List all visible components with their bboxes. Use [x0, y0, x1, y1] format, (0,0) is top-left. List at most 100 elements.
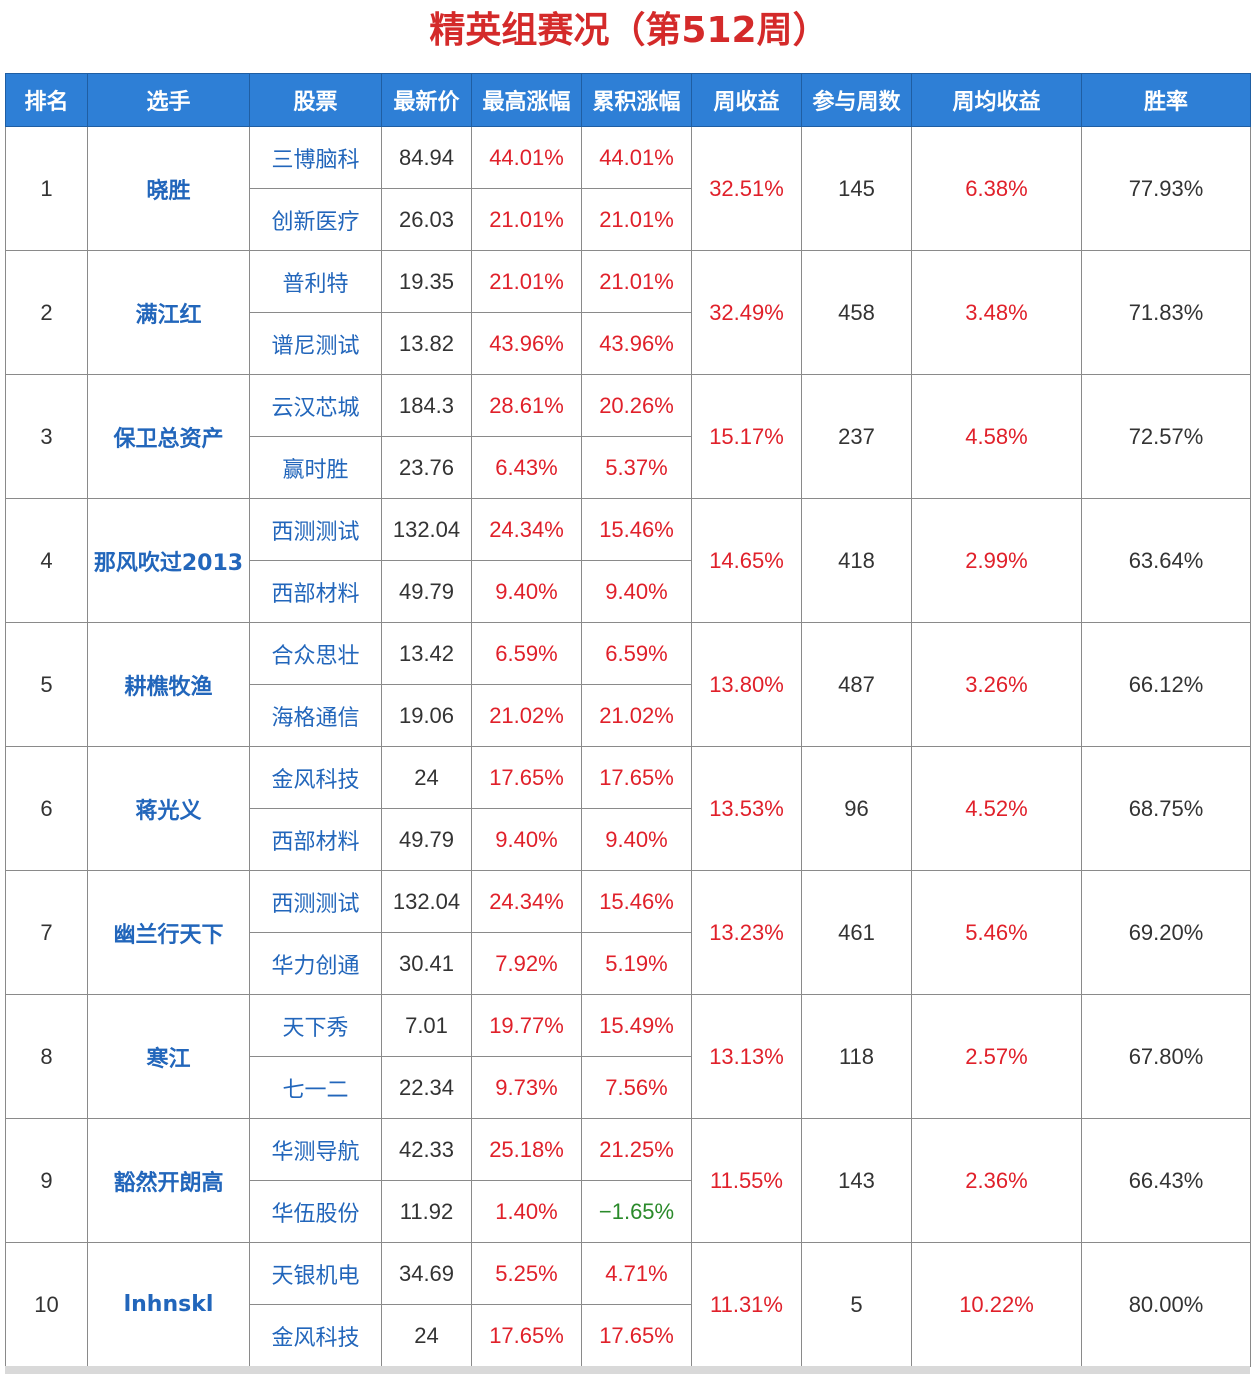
stock-link[interactable]: 西测测试: [249, 870, 382, 933]
stock-link[interactable]: 华测导航: [249, 1118, 382, 1181]
win-rate-cell: 77.93%: [1081, 126, 1251, 251]
avg-return-cell: 2.57%: [911, 994, 1082, 1119]
stock-link[interactable]: 华力创通: [249, 932, 382, 995]
avg-return-cell: 2.99%: [911, 498, 1082, 623]
price-cell: 26.03: [381, 188, 472, 251]
table-row: 2 满江红 普利特 19.35 21.01% 21.01% 32.49% 458 3.48% 71…: [5, 250, 1251, 375]
cum-gain-cell: 21.02%: [581, 684, 692, 747]
player-link[interactable]: 那风吹过2013: [87, 498, 250, 623]
price-cell: 11.92: [381, 1180, 472, 1243]
player-link[interactable]: 蒋光义: [87, 746, 250, 871]
cum-gain-cell: 15.46%: [581, 870, 692, 933]
header-rank[interactable]: 排名: [5, 73, 88, 127]
table-row: 西部材料 49.79 9.40% 9.40%: [6, 808, 1251, 871]
max-gain-cell: 9.73%: [471, 1056, 582, 1119]
stock-link[interactable]: 天下秀: [249, 994, 382, 1057]
price-cell: 42.33: [381, 1118, 472, 1181]
rank-cell: 7: [5, 870, 88, 995]
max-gain-cell: 24.34%: [471, 870, 582, 933]
cum-gain-cell: 44.01%: [581, 126, 692, 189]
max-gain-cell: 43.96%: [471, 312, 582, 375]
rank-cell: 3: [5, 374, 88, 499]
header-stock[interactable]: 股票: [249, 73, 382, 127]
weeks-cell: 5: [801, 1242, 912, 1367]
header-price[interactable]: 最新价: [381, 73, 472, 127]
stock-link[interactable]: 西部材料: [249, 560, 382, 623]
weeks-cell: 487: [801, 622, 912, 747]
stock-link[interactable]: 普利特: [249, 250, 382, 313]
price-cell: 30.41: [381, 932, 472, 995]
header-weekly-return[interactable]: 周收益: [691, 73, 802, 127]
player-link[interactable]: 保卫总资产: [87, 374, 250, 499]
player-link[interactable]: 幽兰行天下: [87, 870, 250, 995]
avg-return-cell: 4.58%: [911, 374, 1082, 499]
stock-link[interactable]: 云汉芯城: [249, 374, 382, 437]
bottom-scroll-bar[interactable]: [5, 1366, 1250, 1374]
max-gain-cell: 28.61%: [471, 374, 582, 437]
max-gain-cell: 6.43%: [471, 436, 582, 499]
weekly-return-cell: 11.31%: [691, 1242, 802, 1367]
rank-cell: 1: [5, 126, 88, 251]
player-link[interactable]: 耕樵牧渔: [87, 622, 250, 747]
stock-link[interactable]: 华伍股份: [249, 1180, 382, 1243]
header-cum-gain[interactable]: 累积涨幅: [581, 73, 692, 127]
header-win-rate[interactable]: 胜率: [1081, 73, 1251, 127]
cum-gain-cell: 17.65%: [581, 746, 692, 809]
weekly-return-cell: 13.80%: [691, 622, 802, 747]
win-rate-cell: 72.57%: [1081, 374, 1251, 499]
cum-gain-cell: 21.25%: [581, 1118, 692, 1181]
avg-return-cell: 5.46%: [911, 870, 1082, 995]
cum-gain-cell: 7.56%: [581, 1056, 692, 1119]
max-gain-cell: 25.18%: [471, 1118, 582, 1181]
stock-link[interactable]: 西测测试: [249, 498, 382, 561]
max-gain-cell: 1.40%: [471, 1180, 582, 1243]
stock-link[interactable]: 创新医疗: [249, 188, 382, 251]
header-avg-return[interactable]: 周均收益: [911, 73, 1082, 127]
avg-return-cell: 10.22%: [911, 1242, 1082, 1367]
stock-link[interactable]: 合众思壮: [249, 622, 382, 685]
stock-link[interactable]: 海格通信: [249, 684, 382, 747]
weeks-cell: 458: [801, 250, 912, 375]
weekly-return-cell: 13.13%: [691, 994, 802, 1119]
stock-link[interactable]: 天银机电: [249, 1242, 382, 1305]
weeks-cell: 143: [801, 1118, 912, 1243]
player-link[interactable]: lnhnskl: [87, 1242, 250, 1367]
rank-cell: 2: [5, 250, 88, 375]
table-row: 华伍股份 11.92 1.40% −1.65%: [6, 1180, 1251, 1243]
weeks-cell: 237: [801, 374, 912, 499]
avg-return-cell: 6.38%: [911, 126, 1082, 251]
max-gain-cell: 17.65%: [471, 1304, 582, 1367]
cum-gain-cell: 15.46%: [581, 498, 692, 561]
table-row: 6 蒋光义 金风科技 24 17.65% 17.65% 13.53% 96 4.52% 68.75…: [5, 746, 1251, 871]
cum-gain-cell: 9.40%: [581, 560, 692, 623]
price-cell: 7.01: [381, 994, 472, 1057]
player-link[interactable]: 寒江: [87, 994, 250, 1119]
stock-link[interactable]: 三博脑科: [249, 126, 382, 189]
win-rate-cell: 67.80%: [1081, 994, 1251, 1119]
rank-cell: 9: [5, 1118, 88, 1243]
weekly-return-cell: 32.51%: [691, 126, 802, 251]
stock-link[interactable]: 金风科技: [249, 1304, 382, 1367]
weekly-return-cell: 13.53%: [691, 746, 802, 871]
table-row: 金风科技 24 17.65% 17.65%: [6, 1304, 1251, 1367]
price-cell: 132.04: [381, 870, 472, 933]
player-link[interactable]: 满江红: [87, 250, 250, 375]
player-link[interactable]: 晓胜: [87, 126, 250, 251]
header-max-gain[interactable]: 最高涨幅: [471, 73, 582, 127]
stock-link[interactable]: 赢时胜: [249, 436, 382, 499]
stock-link[interactable]: 金风科技: [249, 746, 382, 809]
price-cell: 24: [381, 746, 472, 809]
stock-link[interactable]: 七一二: [249, 1056, 382, 1119]
stock-link[interactable]: 谱尼测试: [249, 312, 382, 375]
header-player[interactable]: 选手: [87, 73, 250, 127]
max-gain-cell: 24.34%: [471, 498, 582, 561]
weeks-cell: 461: [801, 870, 912, 995]
max-gain-cell: 9.40%: [471, 808, 582, 871]
header-weeks[interactable]: 参与周数: [801, 73, 912, 127]
cum-gain-cell: 9.40%: [581, 808, 692, 871]
cum-gain-cell: 5.37%: [581, 436, 692, 499]
table-row: 7 幽兰行天下 西测测试 132.04 24.34% 15.46% 13.23% 461 5.4…: [5, 870, 1251, 995]
max-gain-cell: 6.59%: [471, 622, 582, 685]
stock-link[interactable]: 西部材料: [249, 808, 382, 871]
player-link[interactable]: 豁然开朗高: [87, 1118, 250, 1243]
